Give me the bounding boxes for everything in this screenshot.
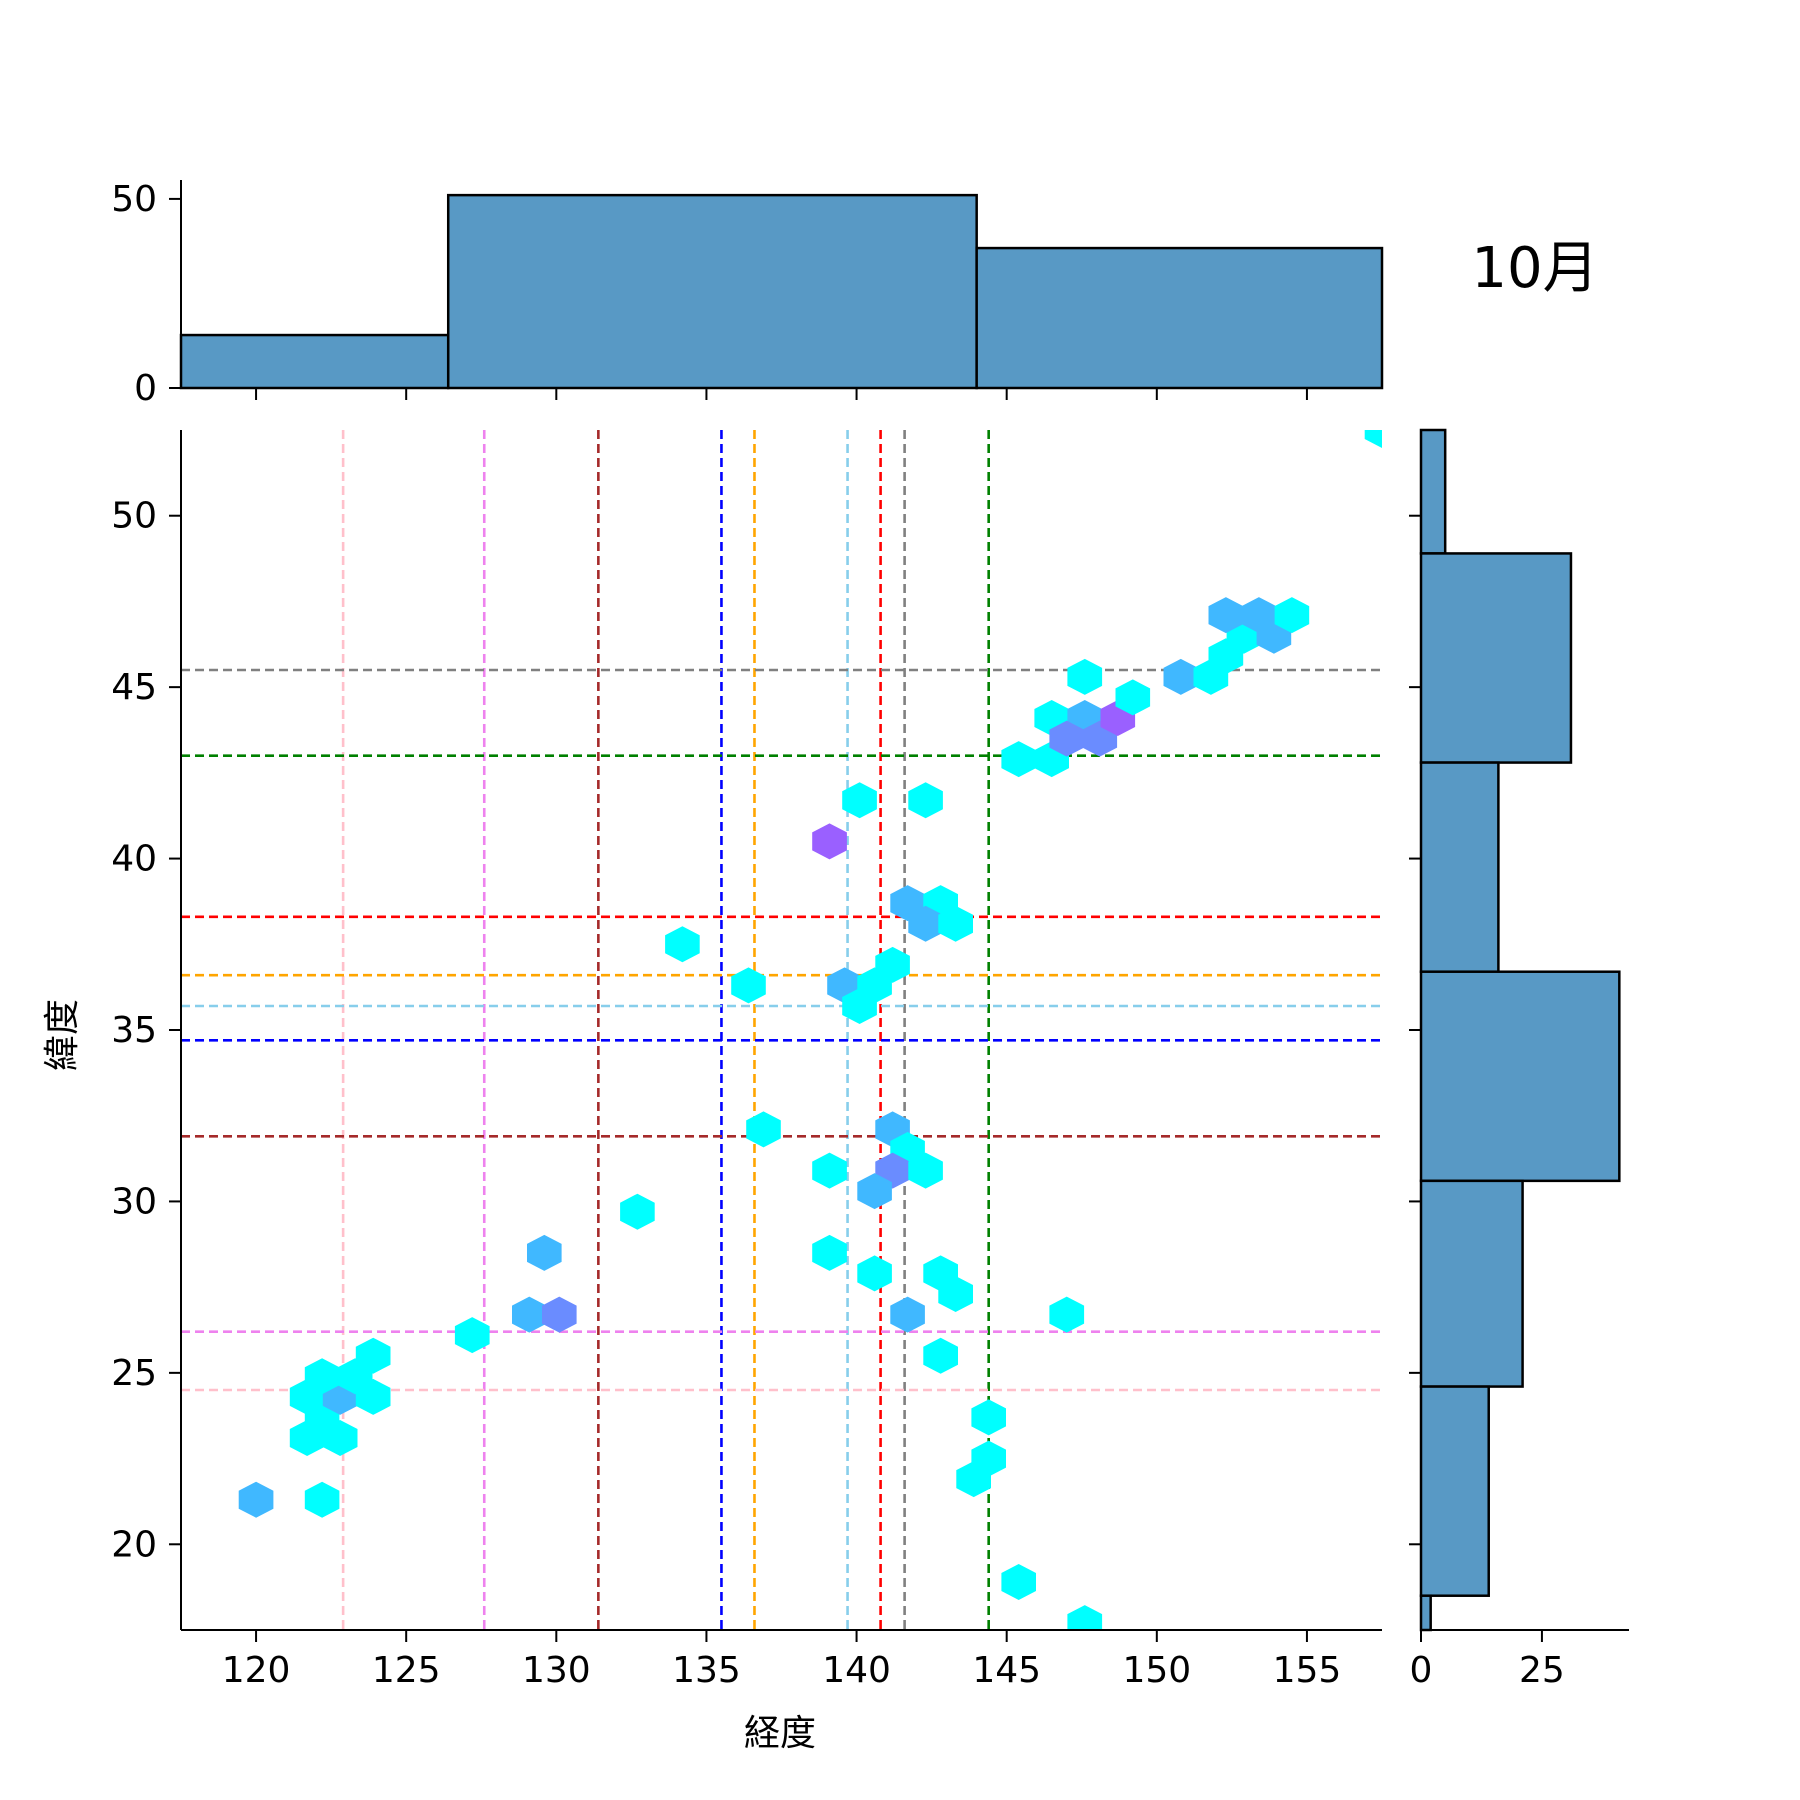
right-histogram-bar — [1419, 428, 1447, 555]
hexbin — [923, 1337, 958, 1374]
main-axes: 120 125 130 135 140 145 150 155 20 25 30 35 40 45 50 — [111, 430, 1382, 1691]
hexbin — [620, 1193, 655, 1230]
y-tick-label: 30 — [111, 1181, 157, 1222]
x-tick-label: 150 — [1122, 1650, 1191, 1691]
top-histogram-bar — [446, 193, 978, 390]
right-histogram-bar — [1419, 1385, 1490, 1597]
reference-lines — [181, 430, 1382, 1630]
hexbin — [1067, 1605, 1103, 1630]
hexbin — [454, 1317, 490, 1354]
hexbin — [665, 926, 700, 963]
hexbin — [842, 782, 877, 819]
top-histogram-bar — [179, 333, 450, 390]
hexbin — [812, 823, 847, 860]
hexbin — [938, 905, 973, 942]
right-hist-tick-label: 0 — [1410, 1650, 1433, 1691]
top-histogram: 0 50 — [111, 179, 1384, 409]
hexbin — [1364, 430, 1382, 448]
hexbin — [527, 1234, 562, 1271]
hexbin — [355, 1337, 391, 1374]
top-histogram-bar — [975, 246, 1384, 390]
x-tick-label: 125 — [372, 1650, 441, 1691]
hexbin — [304, 1358, 340, 1395]
x-tick-label: 145 — [972, 1650, 1041, 1691]
chart-title: 10月 — [1471, 236, 1598, 301]
hexbin — [971, 1399, 1006, 1436]
hexbin — [238, 1481, 274, 1518]
hexbin — [857, 1173, 892, 1210]
hexbin — [875, 946, 910, 983]
hexbin — [542, 1296, 577, 1333]
hexbin — [908, 905, 943, 942]
hexbin — [1163, 658, 1199, 695]
right-histogram-bar — [1419, 1179, 1524, 1388]
hexbin — [1001, 1564, 1036, 1600]
hexbin — [908, 1152, 943, 1189]
right-histogram-bar — [1419, 761, 1500, 973]
hexbin — [812, 1234, 847, 1271]
right-histogram-bar — [1419, 1594, 1432, 1632]
right-histogram-bar — [1419, 970, 1621, 1183]
hexbin — [304, 1481, 340, 1518]
right-hist-tick-label: 25 — [1519, 1650, 1565, 1691]
x-tick-label: 130 — [522, 1650, 591, 1691]
hexbin — [890, 1296, 925, 1333]
x-tick-label: 135 — [672, 1650, 741, 1691]
hexbin — [857, 1255, 892, 1292]
x-tick-label: 120 — [222, 1650, 291, 1691]
y-tick-label: 25 — [111, 1353, 157, 1394]
top-hist-tick-label: 0 — [134, 368, 157, 409]
hexbin-layer — [238, 430, 1382, 1630]
hexbin — [956, 1461, 991, 1498]
hexbin — [512, 1296, 547, 1333]
top-hist-tick-label: 50 — [111, 179, 157, 220]
hexbin — [746, 1111, 781, 1148]
y-tick-label: 40 — [111, 839, 157, 880]
hexbin — [1049, 1296, 1085, 1333]
right-histogram-bar — [1419, 552, 1573, 764]
right-histogram: 0 25 — [1409, 428, 1629, 1691]
hexbin — [731, 967, 766, 1004]
hexbin — [1241, 597, 1277, 634]
x-axis-label: 経度 — [744, 1713, 816, 1754]
hexbin — [1067, 658, 1103, 695]
hexbin — [1115, 679, 1151, 716]
x-tick-label: 140 — [822, 1650, 891, 1691]
y-tick-label: 35 — [111, 1010, 157, 1051]
hexbin — [1274, 597, 1310, 634]
hexbin — [812, 1152, 847, 1189]
hexbin — [938, 1276, 973, 1312]
hexbin — [1001, 741, 1036, 778]
hexbin — [908, 782, 943, 819]
y-axis-label: 緯度 — [42, 999, 83, 1071]
x-tick-label: 155 — [1273, 1650, 1342, 1691]
y-tick-label: 50 — [111, 496, 157, 537]
y-tick-label: 45 — [111, 667, 157, 708]
hexbin — [1049, 720, 1085, 757]
hexbin — [1208, 597, 1244, 634]
y-tick-label: 20 — [111, 1524, 157, 1565]
